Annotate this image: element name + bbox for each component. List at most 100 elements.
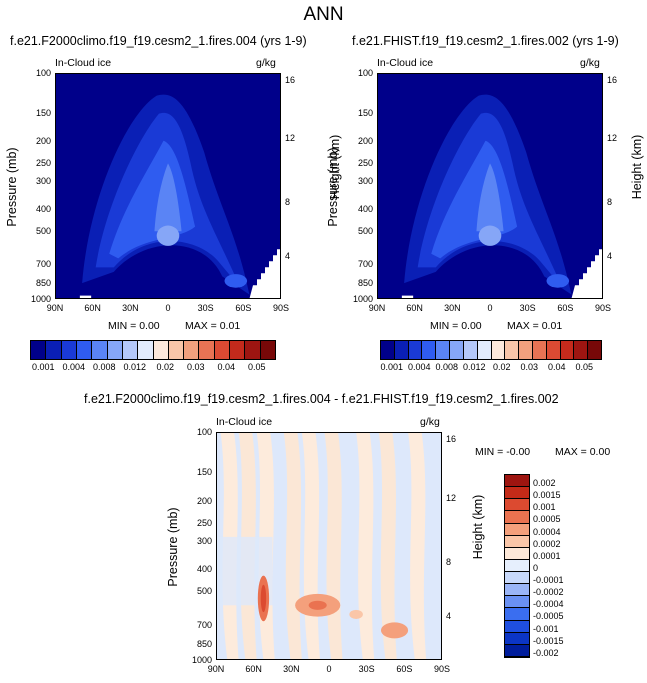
y-right-tick-label: 4 bbox=[446, 611, 452, 622]
x-tick-label: 90S bbox=[272, 303, 290, 313]
panel3-units: g/kg bbox=[420, 416, 440, 428]
y-right-tick-label: 16 bbox=[285, 74, 296, 85]
x-tick-label: 30N bbox=[283, 664, 300, 674]
colorbar-swatch bbox=[450, 341, 464, 359]
colorbar-swatch bbox=[477, 341, 492, 359]
panel1-colorbar bbox=[30, 340, 276, 360]
topography-mask bbox=[571, 249, 603, 299]
x-tick-label: 90N bbox=[368, 303, 386, 313]
y-tick-label: 300 bbox=[357, 175, 373, 186]
diff-pos-small bbox=[349, 609, 363, 619]
x-tick-label: 30S bbox=[197, 303, 214, 313]
colorbar-swatch bbox=[76, 341, 93, 359]
colorbar-swatch bbox=[505, 523, 529, 536]
colorbar-swatch bbox=[491, 341, 506, 359]
plot-frame bbox=[55, 73, 281, 299]
topography-mask-nh bbox=[401, 295, 414, 299]
topography-mask bbox=[249, 249, 281, 299]
colorbar-label: 0.0005 bbox=[533, 514, 561, 525]
y-tick-label: 100 bbox=[196, 427, 212, 437]
colorbar-label: 0.02 bbox=[156, 362, 175, 372]
y-tick-label: 300 bbox=[196, 535, 212, 546]
colorbar-swatch bbox=[505, 547, 529, 560]
y-tick-label: 400 bbox=[196, 564, 212, 575]
colorbar-swatch bbox=[505, 559, 529, 573]
colorbar-label: -0.002 bbox=[533, 647, 559, 658]
colorbar-swatch bbox=[107, 341, 123, 359]
colorbar-label: 0.03 bbox=[520, 362, 539, 372]
panel2-min: MIN = 0.00 bbox=[430, 320, 482, 332]
y-right-tick-label: 4 bbox=[285, 250, 291, 261]
diff-band-8 bbox=[378, 432, 397, 660]
colorbar-swatch bbox=[505, 499, 529, 512]
y-tick-label: 250 bbox=[196, 517, 212, 528]
colorbar-label: -0.001 bbox=[533, 623, 559, 634]
y-right-tick-label: 8 bbox=[285, 196, 291, 207]
panel2-units: g/kg bbox=[580, 57, 600, 69]
colorbar-label: 0.012 bbox=[123, 362, 147, 372]
colorbar-swatch bbox=[61, 341, 77, 359]
colorbar-swatch bbox=[122, 341, 139, 359]
ice-contour-4 bbox=[154, 163, 182, 232]
colorbar-swatch bbox=[260, 341, 275, 359]
diff-neg-sh bbox=[380, 622, 409, 639]
panel3-min: MIN = -0.00 bbox=[475, 446, 531, 458]
y-tick-label: 150 bbox=[35, 107, 51, 118]
colorbar-swatch bbox=[463, 341, 478, 359]
colorbar-swatch bbox=[505, 341, 520, 359]
panel1-max: MAX = 0.01 bbox=[185, 320, 241, 332]
y-tick-label: 200 bbox=[35, 136, 51, 147]
diff-band-9 bbox=[408, 432, 427, 660]
colorbar-swatch bbox=[230, 341, 246, 359]
y-tick-label: 300 bbox=[35, 175, 51, 186]
x-tick-label: 30S bbox=[358, 664, 375, 674]
colorbar-label: 0.001 bbox=[533, 502, 556, 513]
colorbar-swatch bbox=[381, 341, 395, 359]
panel3-ylabel: Pressure (mb) bbox=[166, 507, 180, 587]
y-tick-label: 250 bbox=[35, 157, 51, 168]
y-tick-label: 500 bbox=[35, 225, 51, 236]
y-right-tick-label: 8 bbox=[607, 196, 613, 207]
x-tick-label: 60N bbox=[245, 664, 262, 674]
colorbar-label: 0.001 bbox=[31, 362, 55, 372]
x-tick-label: 60S bbox=[396, 664, 413, 674]
colorbar-swatch bbox=[588, 341, 601, 359]
colorbar-label: -0.0001 bbox=[533, 575, 564, 586]
panel1-min: MIN = 0.00 bbox=[108, 320, 160, 332]
colorbar-swatch bbox=[519, 341, 533, 359]
panel1-ylabel: Pressure (mb) bbox=[5, 147, 19, 227]
colorbar-label: 0.02 bbox=[492, 362, 511, 372]
colorbar-swatch bbox=[505, 487, 529, 500]
y-tick-label: 700 bbox=[35, 258, 51, 269]
y-tick-label: 150 bbox=[357, 107, 373, 118]
colorbar-swatch bbox=[408, 341, 423, 359]
ice-core-max bbox=[478, 225, 502, 246]
y-right-tick-label: 16 bbox=[607, 74, 618, 85]
y-tick-label: 200 bbox=[196, 495, 212, 506]
panel3-colorbar bbox=[504, 474, 530, 658]
y-right-tick-label: 12 bbox=[446, 492, 457, 503]
x-tick-label: 90N bbox=[207, 664, 225, 674]
colorbar-swatch bbox=[199, 341, 215, 359]
colorbar-swatch bbox=[505, 608, 529, 621]
colorbar-swatch bbox=[436, 341, 451, 359]
colorbar-label: 0.0004 bbox=[533, 526, 561, 537]
ice-contour-4 bbox=[476, 163, 504, 232]
y-tick-label: 700 bbox=[357, 258, 373, 269]
colorbar-label: 0.0015 bbox=[533, 490, 561, 501]
colorbar-label: 0.05 bbox=[247, 362, 266, 372]
colorbar-swatch bbox=[505, 596, 529, 609]
panel1-plot bbox=[55, 73, 281, 299]
plot-frame bbox=[216, 432, 442, 660]
colorbar-swatch bbox=[422, 341, 437, 359]
colorbar-swatch bbox=[184, 341, 200, 359]
x-tick-label: 60S bbox=[235, 303, 252, 313]
panel1-units: g/kg bbox=[256, 57, 276, 69]
y-tick-label: 400 bbox=[357, 204, 373, 215]
colorbar-label: 0.008 bbox=[92, 362, 116, 372]
colorbar-label: 0.004 bbox=[62, 362, 86, 372]
x-tick-label: 0 bbox=[326, 664, 332, 674]
colorbar-swatch bbox=[31, 341, 47, 359]
panel3-max: MAX = 0.00 bbox=[555, 446, 611, 458]
colorbar-label: -0.0002 bbox=[533, 587, 564, 598]
